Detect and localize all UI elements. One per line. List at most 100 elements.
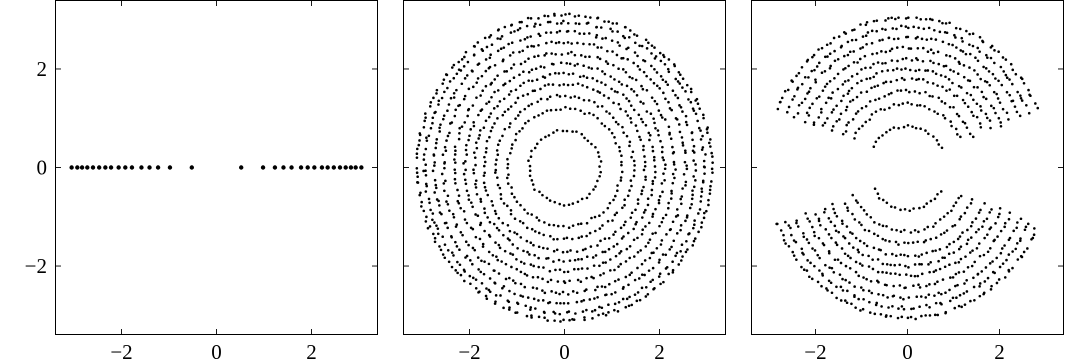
data-point	[498, 100, 502, 103]
data-point	[499, 193, 503, 196]
data-point	[892, 284, 895, 288]
data-point	[498, 139, 502, 142]
data-point	[978, 35, 982, 39]
data-point	[976, 59, 980, 63]
data-point	[513, 30, 516, 33]
data-point	[670, 245, 673, 249]
data-point	[545, 109, 549, 112]
data-point	[820, 71, 824, 75]
data-point	[981, 39, 984, 43]
data-point	[546, 247, 549, 250]
data-point	[547, 134, 551, 137]
data-point	[508, 306, 511, 309]
data-point	[701, 179, 705, 183]
data-point	[471, 85, 475, 89]
data-point	[515, 311, 519, 314]
data-point	[841, 277, 844, 281]
data-point	[657, 198, 661, 202]
data-point	[650, 96, 654, 99]
data-point	[531, 183, 535, 186]
data-point	[512, 76, 516, 80]
data-point	[526, 250, 529, 254]
data-point	[239, 165, 244, 170]
data-point	[661, 156, 664, 159]
data-point	[779, 100, 782, 104]
data-point	[710, 151, 713, 155]
data-point	[642, 58, 645, 62]
data-point	[971, 44, 975, 48]
data-point	[568, 318, 571, 322]
data-point	[446, 248, 450, 252]
data-point	[847, 89, 851, 93]
data-point	[665, 233, 668, 236]
data-point	[959, 194, 963, 198]
data-point	[647, 269, 651, 272]
data-point	[628, 189, 631, 192]
data-point	[599, 273, 602, 277]
data-point	[693, 237, 697, 240]
data-point	[854, 306, 857, 309]
data-point	[588, 231, 592, 235]
data-point	[927, 293, 931, 296]
data-point	[496, 258, 500, 262]
data-point	[576, 41, 579, 45]
data-point	[694, 163, 697, 166]
data-point	[527, 70, 531, 74]
data-point	[519, 39, 522, 42]
data-point	[792, 254, 796, 257]
data-point	[471, 227, 475, 231]
data-point	[635, 129, 639, 133]
data-point	[936, 280, 939, 283]
data-point	[522, 81, 526, 85]
data-point	[894, 17, 897, 21]
data-point	[493, 78, 497, 81]
data-point	[645, 110, 649, 113]
data-point	[567, 310, 571, 313]
data-point	[994, 77, 997, 80]
data-point	[932, 135, 935, 138]
data-point	[823, 121, 827, 125]
data-point	[513, 231, 516, 234]
data-point	[879, 313, 883, 316]
data-point	[925, 38, 929, 41]
data-point	[811, 247, 814, 250]
data-point	[442, 182, 446, 185]
data-point	[483, 260, 486, 263]
data-point	[993, 49, 996, 52]
data-point	[431, 169, 435, 173]
data-points	[69, 165, 364, 170]
data-point	[897, 307, 900, 310]
data-point	[865, 213, 869, 216]
data-point	[684, 184, 687, 187]
data-point	[603, 285, 607, 289]
data-point	[884, 253, 888, 256]
data-point	[691, 189, 694, 192]
data-point	[549, 278, 553, 282]
data-point	[968, 251, 972, 254]
data-point	[904, 88, 908, 92]
data-point	[867, 289, 871, 293]
data-point	[474, 179, 478, 182]
data-point	[858, 221, 861, 224]
data-point	[882, 81, 885, 85]
data-point	[915, 16, 918, 19]
data-point	[429, 101, 433, 104]
data-point	[884, 50, 888, 54]
data-point	[824, 101, 828, 105]
data-point	[599, 239, 602, 243]
data-point	[797, 71, 801, 75]
data-point	[453, 171, 457, 175]
data-point	[920, 262, 923, 266]
data-point	[1015, 110, 1019, 114]
data-point	[884, 61, 887, 65]
data-point	[825, 287, 828, 290]
data-point	[607, 236, 611, 240]
data-point	[1028, 93, 1031, 97]
data-point	[575, 291, 579, 295]
data-point	[549, 234, 552, 238]
data-point	[558, 292, 561, 296]
data-point	[662, 172, 665, 175]
data-point	[905, 35, 908, 39]
data-point	[917, 283, 920, 287]
data-point	[530, 102, 533, 106]
